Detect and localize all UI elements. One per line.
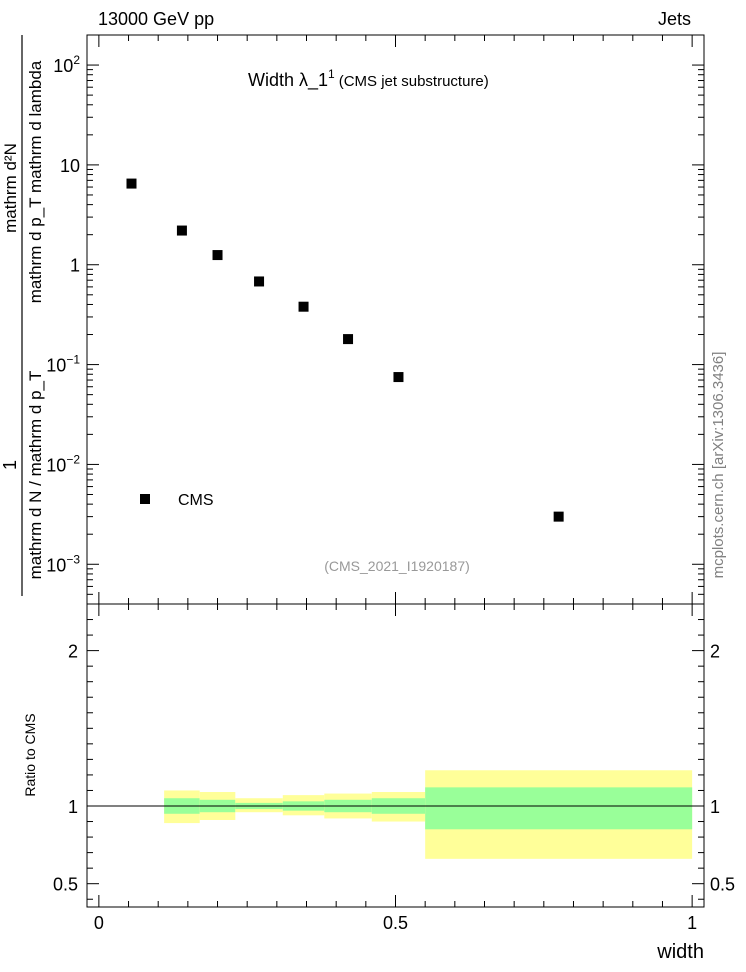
ratio-plot: 2 21 10.5 0.5 0 0.5 1 Ratio to CMS — [22, 603, 735, 933]
ratio-band-inner — [425, 787, 693, 830]
data-point — [343, 334, 354, 345]
header-left: 13000 GeV pp — [98, 9, 214, 29]
analysis-id: (CMS_2021_I1920187) — [324, 558, 470, 574]
ylabel-numerator: 1 — [0, 460, 20, 470]
data-point — [254, 276, 265, 287]
main-plot: 102 10 1 10−1 10−2 10−3 Width λ_11 (CMS jet su… — [46, 34, 705, 605]
x-tick-label: 0.5 — [383, 913, 408, 933]
ylabel-denominator: mathrm d N / mathrm d p_T — [26, 371, 45, 580]
ratio-y-tick-label-left: 0.5 — [53, 875, 78, 895]
y-tick-label: 10−3 — [46, 552, 80, 575]
data-point — [212, 250, 223, 261]
ratio-bands — [164, 770, 693, 859]
ratio-y-tick-label-right: 0.5 — [710, 875, 735, 895]
ylabel-fraction-denominator: mathrm d p_T mathrm d lambda — [26, 60, 45, 303]
y-tick-label: 102 — [53, 53, 80, 76]
plot-title: Width λ_11 (CMS jet substructure) — [248, 67, 489, 91]
header-right: Jets — [658, 9, 691, 29]
data-point — [176, 225, 187, 236]
main-y-label: 1 mathrm d N / mathrm d p_T mathrm d²N m… — [0, 35, 45, 596]
ratio-y-tick-label-right: 2 — [710, 642, 720, 662]
ratio-y-tick-label-left: 1 — [68, 797, 78, 817]
ylabel-fraction-numerator: mathrm d²N — [1, 143, 20, 233]
data-point — [393, 372, 404, 383]
x-axis-label: width — [656, 941, 704, 963]
ratio-x-ticks: 0 0.5 1 — [94, 604, 697, 933]
ratio-plot-frame — [86, 603, 705, 908]
y-tick-label: 10−1 — [46, 353, 80, 376]
ratio-y-ticks: 2 2 1 1 0.5 0.5 — [53, 619, 735, 900]
ratio-y-tick-label-right: 1 — [710, 797, 720, 817]
x-tick-label: 1 — [687, 913, 697, 933]
data-point — [126, 178, 137, 189]
ratio-y-tick-label-left: 2 — [68, 642, 78, 662]
y-tick-label: 10 — [60, 156, 80, 176]
data-markers — [126, 178, 564, 522]
legend-marker — [140, 494, 150, 504]
ratio-y-label: Ratio to CMS — [22, 713, 38, 796]
y-tick-label: 1 — [70, 256, 80, 276]
y-tick-label: 10−2 — [46, 452, 80, 475]
legend-label: CMS — [178, 492, 214, 509]
watermark: mcplots.cern.ch [arXiv:1306.3436] — [710, 352, 727, 579]
main-x-ticks — [98, 35, 693, 604]
main-plot-frame — [86, 34, 705, 605]
data-point — [553, 511, 564, 522]
x-tick-label: 0 — [94, 913, 104, 933]
data-point — [298, 301, 309, 312]
main-y-ticks: 102 10 1 10−1 10−2 10−3 — [46, 34, 704, 605]
